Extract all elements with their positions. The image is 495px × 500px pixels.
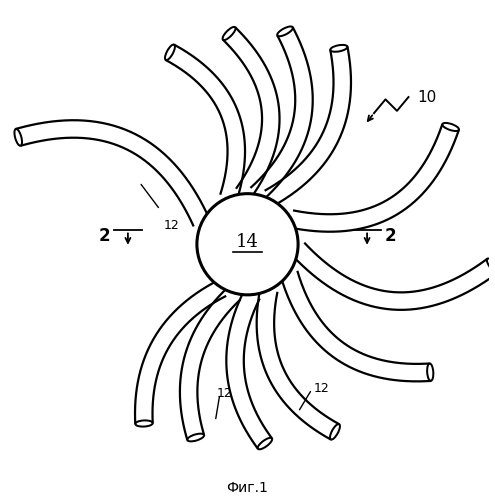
Ellipse shape: [223, 27, 236, 40]
Ellipse shape: [427, 364, 433, 381]
Text: 2: 2: [99, 227, 111, 245]
Text: 2: 2: [384, 227, 396, 245]
Polygon shape: [226, 290, 272, 449]
Ellipse shape: [258, 438, 272, 450]
Polygon shape: [281, 271, 431, 382]
Ellipse shape: [487, 258, 495, 273]
Polygon shape: [180, 287, 241, 440]
Polygon shape: [265, 46, 351, 206]
Text: 12: 12: [164, 219, 180, 232]
Ellipse shape: [443, 123, 459, 131]
Polygon shape: [292, 242, 495, 310]
Text: 12: 12: [313, 382, 329, 395]
Polygon shape: [135, 280, 226, 424]
Text: Фиг.1: Фиг.1: [227, 481, 268, 495]
Text: 10: 10: [418, 90, 437, 104]
Polygon shape: [223, 27, 280, 199]
Ellipse shape: [14, 129, 22, 146]
Polygon shape: [16, 120, 209, 226]
Ellipse shape: [135, 420, 153, 426]
Polygon shape: [250, 28, 313, 201]
Circle shape: [197, 194, 298, 295]
Ellipse shape: [330, 424, 340, 440]
Text: 14: 14: [236, 233, 259, 251]
Polygon shape: [166, 44, 245, 200]
Ellipse shape: [165, 44, 175, 60]
Ellipse shape: [187, 434, 204, 442]
Polygon shape: [290, 124, 459, 232]
Polygon shape: [256, 288, 339, 440]
Ellipse shape: [277, 26, 293, 36]
Text: 12: 12: [217, 387, 232, 400]
Ellipse shape: [330, 45, 347, 52]
